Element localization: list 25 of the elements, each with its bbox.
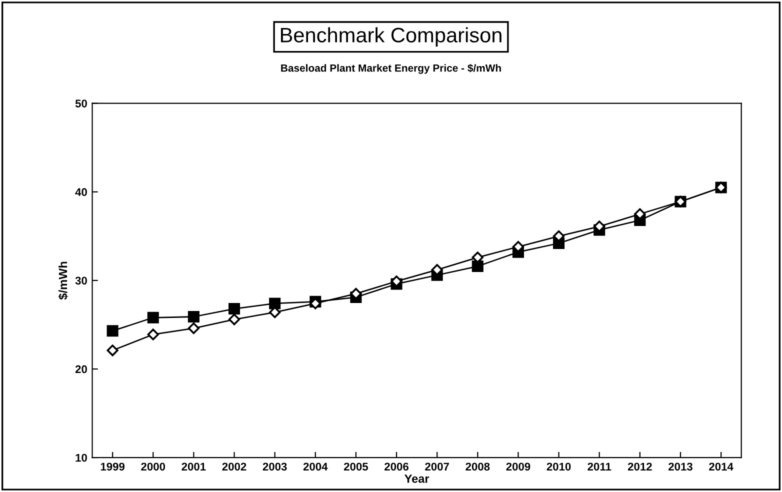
y-axis-title: $/mWh xyxy=(58,262,68,300)
x-tick-label: 2011 xyxy=(588,462,612,471)
x-tick-label: 2007 xyxy=(425,462,449,471)
x-tick-label: 2013 xyxy=(668,462,692,471)
y-tick-label: 10 xyxy=(76,454,87,462)
y-tick-label: 20 xyxy=(75,365,87,374)
x-tick-label: 2014 xyxy=(709,462,734,471)
x-tick-label: 2005 xyxy=(344,462,368,471)
y-tick-label: 30 xyxy=(75,276,87,285)
x-axis-title: Year xyxy=(404,474,430,483)
x-tick-label: 2004 xyxy=(303,462,328,471)
y-tick-label: 40 xyxy=(75,188,87,196)
x-tick-label: 1999 xyxy=(100,462,125,471)
x-tick-label: 2009 xyxy=(506,462,530,471)
y-tick-label: 50 xyxy=(75,100,87,108)
x-tick-label: 2012 xyxy=(628,462,652,471)
x-tick-label: 2008 xyxy=(466,462,490,471)
x-tick-label: 2006 xyxy=(384,462,408,471)
x-tick-label: 2002 xyxy=(222,462,246,471)
x-tick-label: 2010 xyxy=(546,462,571,471)
x-tick-label: 2000 xyxy=(141,462,166,471)
x-tick-label: 2003 xyxy=(262,462,287,471)
x-tick-label: 2001 xyxy=(182,462,206,471)
chart-subtitle: Baseload Plant Market Energy Price - $/mWh xyxy=(281,64,501,74)
chart-title: Benchmark Comparison xyxy=(280,27,502,47)
